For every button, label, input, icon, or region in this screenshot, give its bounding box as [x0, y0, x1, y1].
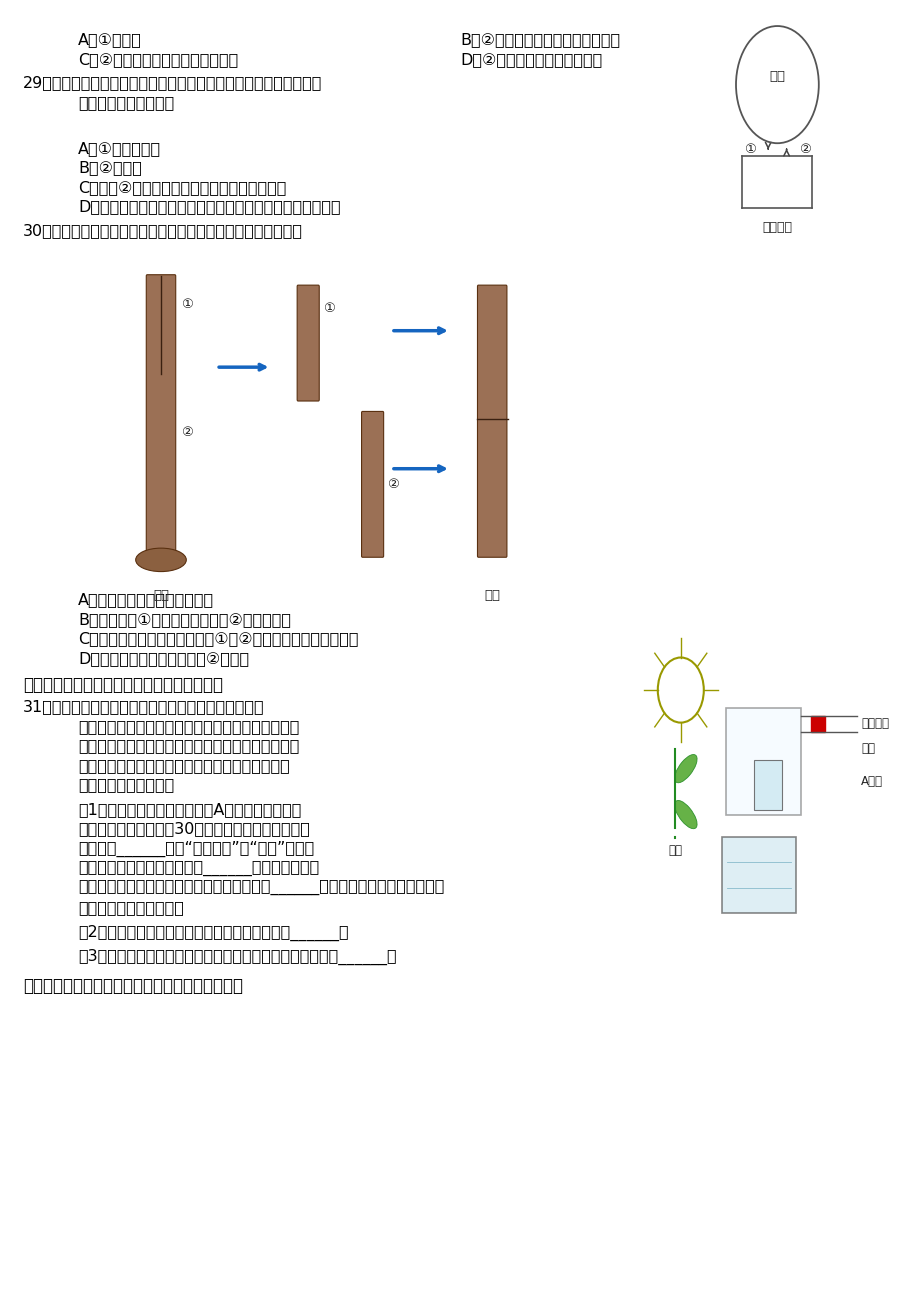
Text: ①: ① — [743, 143, 754, 156]
Bar — [721, 837, 795, 913]
Text: 芽接: 芽接 — [483, 589, 500, 602]
Text: 30．如图为植物嫁接的步骤示意图，下列描述正确的是（　　）: 30．如图为植物嫁接的步骤示意图，下列描述正确的是（ ） — [23, 223, 302, 238]
FancyBboxPatch shape — [477, 285, 506, 557]
Text: （3）根据上述实验，若想提高大棚西瓜的甜度，你的建议是______。: （3）根据上述实验，若想提高大棚西瓜的甜度，你的建议是______。 — [78, 949, 396, 965]
Text: ①: ① — [323, 302, 335, 315]
Text: 封在一个透明的玻璃器皿中，其中放置一个小烧杯，: 封在一个透明的玻璃器皿中，其中放置一个小烧杯， — [78, 738, 300, 754]
Text: A液体: A液体 — [860, 775, 882, 788]
Text: C．②过程中提供营养物质的是胚乳: C．②过程中提供营养物质的是胚乳 — [78, 52, 238, 68]
Text: （2）上述实验说明影响光合作用的非生物因素是______。: （2）上述实验说明影响光合作用的非生物因素是______。 — [78, 924, 348, 940]
Ellipse shape — [674, 801, 697, 828]
Text: C．气体②进入细胞后利用的场所主要是线粒体: C．气体②进入细胞后利用的场所主要是线粒体 — [78, 180, 286, 195]
Text: 红色液滴: 红色液滴 — [860, 717, 888, 730]
Text: （可吸收二氧化碳），30分钟后观察，红色液滴的移: （可吸收二氧化碳），30分钟后观察，红色液滴的移 — [78, 822, 310, 837]
Text: 置，选取同株植物上大小相同的两叶片，将甲叶片密: 置，选取同株植物上大小相同的两叶片，将甲叶片密 — [78, 719, 300, 734]
Text: 乙叶片不做处理。温度和其它条件均适宜，红色液: 乙叶片不做处理。温度和其它条件均适宜，红色液 — [78, 758, 289, 773]
Text: 甲乙两叶片烘干称重，结果是______；为了保证实验: 甲乙两叶片烘干称重，结果是______；为了保证实验 — [78, 861, 319, 876]
Text: 三、识图作答题（本大题共１小题，共５．０分）: 三、识图作答题（本大题共１小题，共５．０分） — [23, 976, 243, 995]
Text: 动方向是______（填“向左向右”或“不变”）。将: 动方向是______（填“向左向右”或“不变”）。将 — [78, 841, 314, 857]
Text: 乙叶: 乙叶 — [667, 844, 682, 857]
Text: B．②是氧气: B．②是氧气 — [78, 160, 142, 176]
Text: ②: ② — [799, 143, 810, 156]
Text: D．新形成的植物体将表现出②的性状: D．新形成的植物体将表现出②的性状 — [78, 651, 249, 667]
Text: A．①是二氧化碳: A．①是二氧化碳 — [78, 141, 161, 156]
FancyBboxPatch shape — [297, 285, 319, 401]
Text: ①: ① — [181, 298, 193, 311]
Bar — [754, 760, 781, 810]
Text: ②: ② — [181, 426, 193, 439]
Ellipse shape — [136, 548, 186, 572]
FancyBboxPatch shape — [361, 411, 383, 557]
Text: 枝接: 枝接 — [153, 589, 169, 602]
Text: 29．如图是人体内肺泡与毛细血管之间进行气体交换的示意图，下列: 29．如图是人体内肺泡与毛细血管之间进行气体交换的示意图，下列 — [23, 76, 322, 91]
Text: C．要确保嫁接的成功，必须把①和②的形成层紧密结合在一起: C．要确保嫁接的成功，必须把①和②的形成层紧密结合在一起 — [78, 631, 358, 647]
Text: B．②过程中胚芽最终发育成茎和叶: B．②过程中胚芽最终发育成茎和叶 — [460, 33, 619, 48]
Text: D．②过程中胚根最先突破种皮: D．②过程中胚根最先突破种皮 — [460, 52, 602, 68]
Text: 毛细血管: 毛细血管 — [762, 221, 791, 234]
Text: 叙述错误的是（　　）: 叙述错误的是（ ） — [78, 95, 175, 111]
Text: D．进行气体交换后，毛细血管中的血液由动脉血变为静脉血: D．进行气体交换后，毛细血管中的血液由动脉血变为静脉血 — [78, 199, 340, 215]
Bar — [725, 708, 800, 815]
Text: A．这种繁殖方式属于有性生殖: A．这种繁殖方式属于有性生殖 — [78, 592, 214, 608]
FancyBboxPatch shape — [146, 275, 176, 557]
Text: 的科学性，进行实验前需要将绻色植物放置在______环境中一昼夜，目的是让叶片: 的科学性，进行实验前需要将绻色植物放置在______环境中一昼夜，目的是让叶片 — [78, 880, 444, 896]
Ellipse shape — [674, 755, 697, 783]
Text: 二、实验题（本大题共１小题，共５．０分）: 二、实验题（本大题共１小题，共５．０分） — [23, 676, 222, 694]
Text: 甲叶: 甲叶 — [860, 742, 874, 755]
Text: B．图中标号①指的是砧木，标号②指的是接穗: B．图中标号①指的是砧木，标号②指的是接穗 — [78, 612, 291, 628]
Text: 滴的起始位置为原点。: 滴的起始位置为原点。 — [78, 777, 175, 793]
Text: ②: ② — [387, 478, 399, 491]
Text: 31．如图是李明同学探究绻色植物某生理活动的实验装: 31．如图是李明同学探究绻色植物某生理活动的实验装 — [23, 699, 265, 715]
Text: 内原有的淠粉运走耗尽。: 内原有的淠粉运走耗尽。 — [78, 900, 184, 915]
Bar — [810, 716, 824, 732]
Text: 肺泡: 肺泡 — [768, 70, 785, 83]
Text: （1）在光照充足的条件下，将A液体换成氢氧化钓: （1）在光照充足的条件下，将A液体换成氢氧化钓 — [78, 802, 301, 818]
Text: A．①是种皮: A．①是种皮 — [78, 33, 142, 48]
